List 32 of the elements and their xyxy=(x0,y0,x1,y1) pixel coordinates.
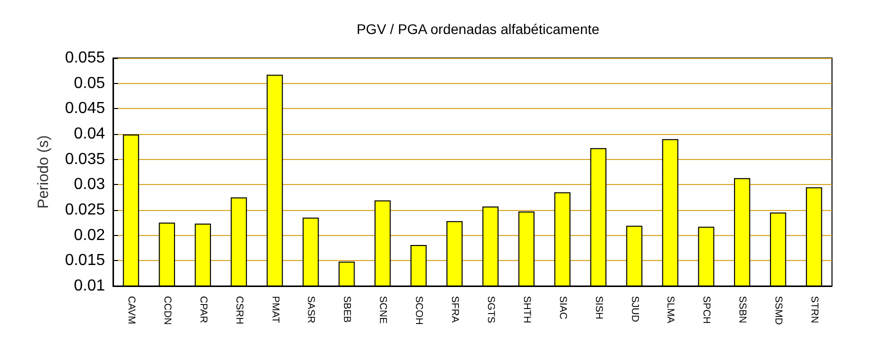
x-tick-label: SIAC xyxy=(556,296,568,320)
x-tick-label: STRN xyxy=(808,296,820,324)
x-tick-label: SBEB xyxy=(341,296,352,324)
x-tick-label: SCNE xyxy=(377,296,388,324)
y-tick-label: 0.03 xyxy=(74,176,106,194)
x-tick-label: SJUD xyxy=(628,296,640,322)
x-tick-label: SSBN xyxy=(736,296,748,324)
y-tick-label: 0.015 xyxy=(64,252,106,270)
x-tick-label: SPCH xyxy=(700,296,712,324)
x-tick-label: SCOH xyxy=(413,296,424,325)
y-tick-label: 0.01 xyxy=(74,278,106,294)
chart-title: PGV / PGA ordenadas alfabéticamente xyxy=(356,21,600,37)
x-tick-label: SGTS xyxy=(484,296,496,324)
x-tick-label: CAVM xyxy=(125,296,136,324)
x-tick-label: SISH xyxy=(592,296,604,320)
y-tick-label: 0.035 xyxy=(64,150,106,168)
x-tick-label: SSMD xyxy=(772,296,784,325)
y-tick-label: 0.04 xyxy=(74,126,106,142)
y-tick-label: 0.02 xyxy=(74,226,106,244)
x-tick-label: CSRH xyxy=(233,296,244,324)
y-tick-label: 0.05 xyxy=(74,74,106,92)
y-axis-title: Periodo (s) xyxy=(35,135,52,209)
x-tick-label: SFRA xyxy=(449,296,460,323)
x-tick-label: PMAT xyxy=(269,296,280,324)
x-tick-label: SLMA xyxy=(664,296,676,324)
x-tick-label: CCDN xyxy=(161,296,172,325)
y-tick-label: 0.055 xyxy=(64,50,106,66)
x-tick-label: SHTH xyxy=(520,296,532,324)
x-tick-label: SASR xyxy=(305,296,316,324)
x-tick-label: CPAR xyxy=(197,296,208,324)
y-tick-label: 0.045 xyxy=(64,100,106,118)
y-tick-label: 0.025 xyxy=(64,202,106,218)
